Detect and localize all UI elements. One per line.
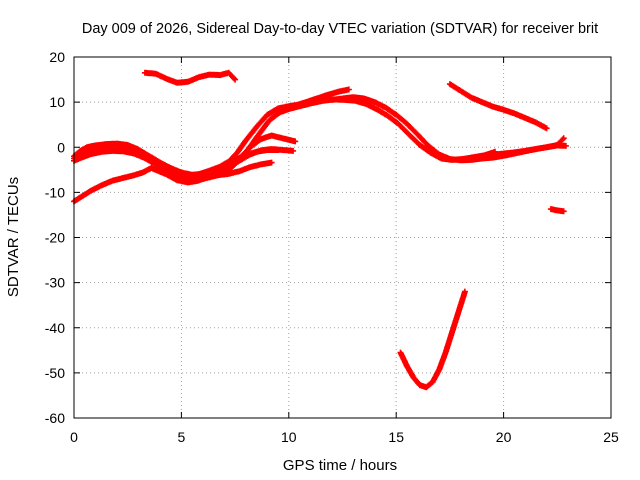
y-axis-title: SDTVAR / TECUs: [5, 177, 22, 297]
data-series: [71, 69, 569, 391]
data-points: [483, 135, 567, 160]
series-track-1: [141, 69, 239, 86]
x-axis-title: GPS time / hours: [283, 457, 397, 474]
axes: 0 5 10 15 20 25 -60 -50 -40 -30 -20 -10 0 10 20: [45, 49, 619, 445]
data-points: [71, 165, 155, 205]
data-points: [397, 288, 468, 391]
y-tick-label: 10: [49, 94, 65, 110]
series-track-11: [483, 135, 567, 160]
y-tick-label: -30: [45, 275, 65, 291]
grid: [74, 57, 611, 418]
y-tick-label: 20: [49, 49, 65, 65]
data-points: [547, 206, 567, 215]
x-tick-label: 15: [388, 429, 404, 445]
chart-title: Day 009 of 2026, Sidereal Day-to-day VTE…: [82, 21, 598, 37]
data-points: [446, 81, 550, 132]
y-tick-label: -20: [45, 230, 65, 246]
x-tick-label: 10: [281, 429, 297, 445]
x-tick-label: 20: [496, 429, 512, 445]
x-tick-label: 25: [603, 429, 619, 445]
y-tick-label: 0: [57, 139, 65, 155]
y-tick-label: -60: [45, 410, 65, 426]
series-track-5: [71, 165, 155, 205]
series-track-12: [547, 206, 567, 215]
series-track-13: [397, 288, 468, 391]
x-tick-label: 0: [70, 429, 78, 445]
y-tick-label: -40: [45, 320, 65, 336]
data-points: [141, 69, 239, 86]
x-tick-label: 5: [178, 429, 186, 445]
y-tick-label: -10: [45, 184, 65, 200]
y-tick-label: -50: [45, 365, 65, 381]
series-track-10: [446, 81, 550, 132]
